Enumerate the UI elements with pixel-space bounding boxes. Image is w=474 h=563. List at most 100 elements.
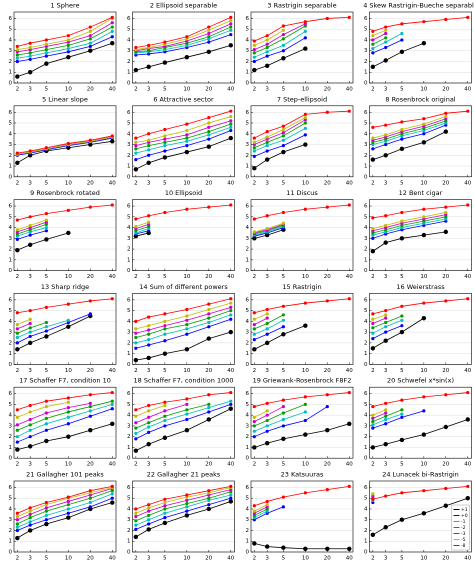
point [207,116,211,120]
series-line [254,37,306,62]
point [163,319,167,323]
chart-title: 22 Gallagher 21 peaks [147,471,221,479]
chart-title: 5 Linear slope [42,95,88,103]
chart-title: 6 Attractive sector [153,95,214,103]
y-tick-label: 1 [246,445,250,451]
point [185,35,189,39]
point [303,418,307,423]
point [229,390,233,395]
point [444,486,448,491]
chart-title: 17 Schaffer F7, condition 10 [19,377,111,385]
x-tick-label: 2 [371,274,375,280]
x-tick-label: 20 [87,180,94,186]
point [421,232,427,238]
y-tick-label: 1 [127,351,131,357]
point [146,355,151,361]
y-tick-label: 0 [127,268,131,274]
y-tick-label: 4 [127,506,131,512]
series-line [135,130,231,160]
x-tick-label: 2 [134,180,138,186]
point [207,205,211,209]
x-tick-label: 5 [400,180,404,186]
point [162,155,168,160]
point [229,122,233,126]
y-tick-label: 6 [364,297,368,303]
point [228,329,233,335]
x-tick-label: 2 [16,556,20,562]
series-line [135,491,231,522]
point [371,147,375,151]
point [207,393,211,397]
series-line [372,29,386,37]
y-tick-label: 0 [127,456,131,462]
series-line [135,489,231,517]
y-tick-label: 3 [127,142,131,148]
series-line [17,221,47,233]
point [325,16,329,21]
point [15,528,19,533]
x-tick-label: 2 [134,87,138,93]
x-tick-label: 5 [282,180,286,186]
point [229,399,233,403]
x-tick-label: 3 [265,462,269,468]
y-tick-label: 4 [246,37,250,43]
point [133,67,139,73]
point [303,29,307,33]
point [133,167,139,172]
point [88,505,92,509]
point [88,409,92,413]
point [185,139,189,143]
y-tick-label: 0 [9,550,13,556]
x-tick-label: 2 [371,462,375,468]
y-tick-label: 6 [9,16,13,22]
chart-title: 3 Rastrigin separable [267,2,336,10]
plot-frame [13,480,117,553]
y-tick-label: 3 [127,517,131,523]
point [371,416,375,420]
x-tick-label: 20 [87,462,94,468]
series-line [17,319,69,338]
x-tick-label: 2 [371,556,375,562]
point [265,45,269,50]
series-line [17,135,113,154]
point [303,323,308,328]
point [66,318,70,322]
point [281,149,286,155]
x-tick-label: 20 [324,180,331,186]
point [162,60,168,65]
point [66,499,70,504]
y-tick-label: 5 [127,27,131,33]
point [281,32,285,37]
x-tick-label: 20 [205,274,212,280]
series-line [254,410,268,418]
y-tick-label: 5 [9,308,13,314]
plot-frame [132,386,235,459]
point [185,144,189,148]
x-tick-label: 5 [45,274,49,280]
point [147,324,151,328]
point [15,428,19,432]
point [15,247,20,253]
x-tick-label: 2 [253,87,257,93]
y-tick-label: 0 [246,81,250,87]
x-tick-label: 40 [109,556,116,562]
point [281,124,285,128]
y-tick-label: 5 [246,496,250,502]
point [325,299,329,303]
y-tick-label: 1 [127,539,131,545]
point [207,40,211,44]
legend-label: -2 [461,525,466,531]
point [303,133,307,137]
point [264,63,270,68]
series-line [135,307,231,334]
point [252,217,256,221]
x-tick-label: 3 [28,462,32,468]
point [163,144,167,148]
x-tick-label: 5 [400,87,404,93]
point [422,20,426,24]
point [133,534,139,540]
point [252,136,256,140]
point [384,45,388,50]
